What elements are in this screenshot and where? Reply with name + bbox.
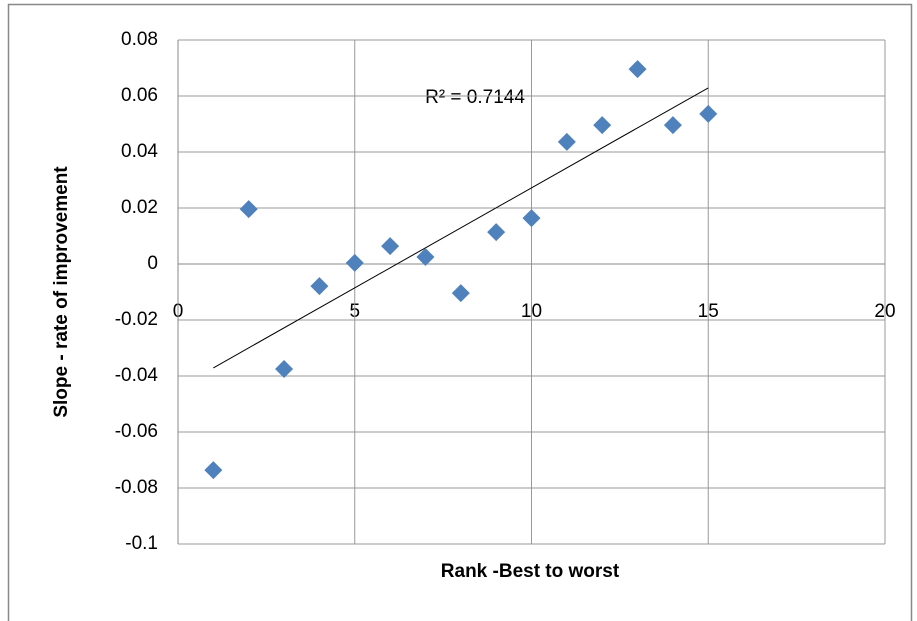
y-tick-label: 0.06 [121, 85, 158, 106]
x-axis-title: Rank -Best to worst [441, 561, 620, 582]
trendline [213, 87, 709, 369]
y-tick-label: -0.1 [125, 533, 158, 554]
data-point [451, 284, 470, 303]
data-point [239, 200, 258, 219]
data-point [522, 209, 541, 228]
y-tick-label: -0.04 [115, 365, 159, 386]
data-point [381, 237, 400, 256]
chart-frame [7, 3, 913, 621]
y-tick-label: -0.06 [115, 421, 158, 442]
data-point [699, 104, 718, 123]
y-tick-label: 0.02 [121, 197, 158, 218]
y-axis-title: Slope - rate of improvement [51, 166, 72, 418]
data-point [487, 223, 506, 242]
data-point [593, 116, 612, 135]
data-point [275, 360, 294, 378]
y-tick-label: 0.04 [121, 141, 158, 162]
y-tick-label: -0.02 [115, 309, 158, 330]
data-point [663, 116, 682, 135]
data-point [557, 132, 576, 151]
data-point [310, 277, 329, 296]
data-point [204, 461, 223, 480]
y-tick-label: -0.08 [115, 477, 158, 498]
data-point [416, 248, 435, 266]
data-point [345, 253, 364, 272]
y-tick-label: 0.08 [121, 29, 158, 50]
y-tick-label: 0 [147, 253, 158, 274]
annotation: R² = 0.7144 [425, 87, 525, 108]
data-point [628, 60, 647, 79]
